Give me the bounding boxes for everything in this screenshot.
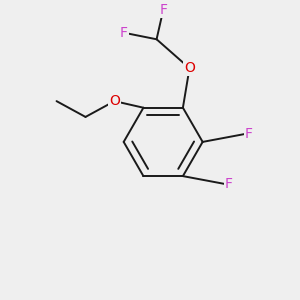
Text: O: O [109, 94, 120, 108]
Text: F: F [245, 127, 253, 141]
Text: F: F [120, 26, 128, 40]
Text: F: F [159, 3, 167, 17]
Text: F: F [225, 177, 233, 191]
Text: O: O [184, 61, 195, 75]
